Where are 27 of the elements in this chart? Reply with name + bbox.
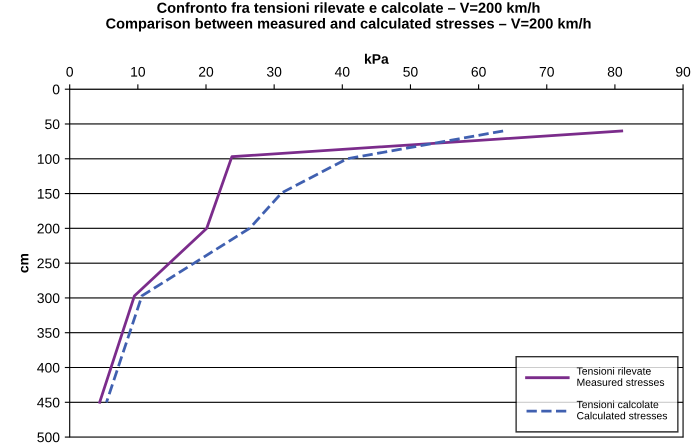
legend-label: Tensioni rilevate Measured stresses xyxy=(576,367,664,386)
x-tick-label: 50 xyxy=(403,66,418,77)
x-tick-label: 20 xyxy=(198,66,214,77)
x-tick-label: 0 xyxy=(66,66,74,77)
y-tick-label: 100 xyxy=(38,154,60,164)
x-tick-label: 40 xyxy=(334,66,350,77)
y-tick-label: 400 xyxy=(37,362,60,373)
x-tick-label: 30 xyxy=(266,66,282,77)
x-tick-label: 80 xyxy=(608,66,622,77)
chart-title: Confronto fra tensioni rilevate e calcolate – V=200 km/h Comparison between measured and calculated stresses – V=200 km/h xyxy=(106,2,591,32)
y-tick-label: 50 xyxy=(45,119,60,130)
legend-label: Tensioni calcolate Calculated stresses xyxy=(576,400,668,420)
x-tick-label: 70 xyxy=(540,66,554,77)
y-tick-label: 250 xyxy=(38,258,60,268)
y-axis-title: cm xyxy=(20,254,29,273)
x-tick-label: 10 xyxy=(131,66,146,77)
y-tick-label: 300 xyxy=(37,293,60,304)
line-series xyxy=(105,130,505,404)
y-tick-label: 500 xyxy=(37,432,60,442)
y-tick-label: 450 xyxy=(37,398,60,408)
y-tick-label: 0 xyxy=(52,84,60,94)
x-tick-label: 60 xyxy=(472,66,486,77)
x-axis-title: kPa xyxy=(364,54,389,64)
y-tick-label: 200 xyxy=(38,224,60,234)
x-tick-label: 90 xyxy=(676,66,690,77)
y-tick-label: 350 xyxy=(37,328,60,338)
y-tick-label: 150 xyxy=(38,188,60,199)
